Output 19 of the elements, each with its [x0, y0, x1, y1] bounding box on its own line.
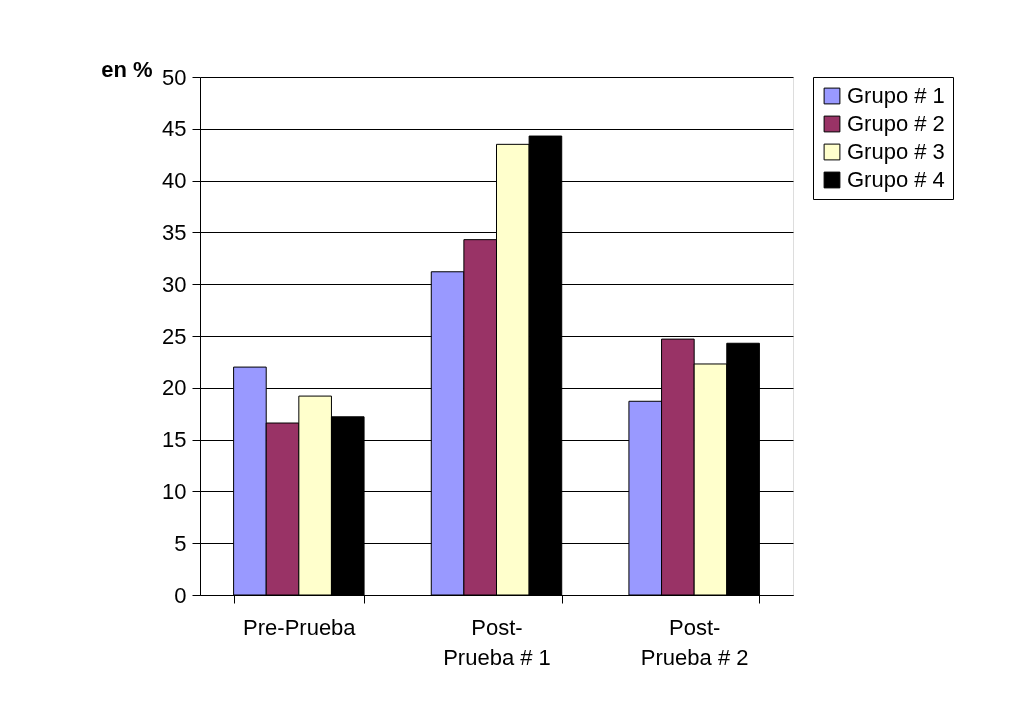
- y-tick-label: 45: [162, 116, 187, 142]
- legend-label: Grupo # 1: [847, 83, 945, 108]
- x-tick-label: Pre-Prueba: [243, 614, 357, 640]
- y-tick-label: 25: [162, 323, 187, 349]
- y-tick-label: 10: [162, 478, 187, 504]
- y-axis-title: en %: [101, 56, 153, 82]
- y-tick-label: 20: [162, 375, 187, 401]
- y-tick-label: 0: [174, 582, 187, 608]
- legend-label: Grupo # 2: [847, 111, 945, 136]
- y-tick-label: 15: [162, 427, 187, 453]
- y-tick-label: 40: [162, 168, 187, 194]
- y-tick-label: 35: [162, 219, 187, 245]
- y-tick-label: 5: [174, 530, 187, 556]
- legend-label: Grupo # 3: [847, 139, 945, 164]
- x-tick-label: Post-Prueba # 1: [443, 614, 551, 670]
- y-tick-label: 30: [162, 271, 187, 297]
- legend-label: Grupo # 4: [847, 167, 945, 192]
- y-tick-label: 50: [162, 64, 187, 90]
- x-tick-label: Post-Prueba # 2: [640, 614, 749, 670]
